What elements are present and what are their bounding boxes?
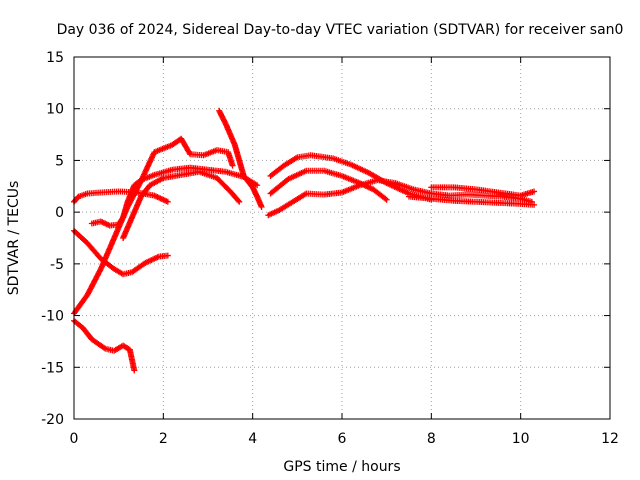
series-arc-f	[120, 168, 243, 241]
data-point	[382, 195, 389, 202]
data-point	[229, 162, 236, 169]
marks-layer	[71, 107, 538, 374]
data-point	[235, 197, 242, 204]
data-point	[131, 367, 138, 374]
y-tick-label: -20	[41, 412, 64, 428]
series-arc-d	[71, 135, 236, 317]
series-arc-i	[267, 167, 390, 203]
grid-layer	[74, 57, 610, 419]
series-arc-g	[216, 107, 265, 210]
data-point	[383, 196, 390, 203]
x-tick-label: 0	[70, 431, 79, 447]
series-arc-l	[406, 193, 538, 208]
data-point	[531, 188, 538, 195]
data-point	[164, 252, 171, 259]
ticks-layer: 0 2 4 6 8 10 12 -20 -15 -10 -5 0 5 10 15	[41, 50, 619, 447]
y-tick-label: -10	[41, 309, 64, 325]
x-tick-label: 10	[512, 431, 530, 447]
x-tick-label: 8	[427, 431, 436, 447]
y-tick-label: 5	[55, 153, 64, 169]
series-arc-k	[428, 184, 538, 199]
data-point	[258, 203, 265, 210]
x-tick-label: 12	[601, 431, 619, 447]
series-arc-a	[71, 188, 171, 205]
y-tick-label: -15	[41, 360, 64, 376]
data-point	[100, 344, 107, 351]
y-axis-label: SDTVAR / TECUs	[6, 181, 22, 296]
x-tick-label: 6	[338, 431, 347, 447]
y-tick-label: -5	[50, 257, 64, 273]
y-tick-label: 0	[55, 205, 64, 221]
x-tick-label: 2	[159, 431, 168, 447]
x-axis-label: GPS time / hours	[283, 459, 400, 475]
plot-frame	[73, 56, 611, 420]
data-point	[531, 201, 538, 208]
series-arc-c	[71, 227, 171, 278]
chart-title: Day 036 of 2024, Sidereal Day-to-day VTE…	[57, 22, 624, 38]
data-point	[236, 198, 243, 205]
data-point	[164, 198, 171, 205]
data-point	[136, 178, 143, 185]
series-arc-b	[71, 317, 138, 374]
series-arc-j	[265, 177, 535, 219]
y-tick-label: 10	[46, 102, 64, 118]
data-point	[254, 182, 261, 189]
y-tick-label: 15	[46, 50, 64, 66]
x-tick-label: 4	[248, 431, 257, 447]
